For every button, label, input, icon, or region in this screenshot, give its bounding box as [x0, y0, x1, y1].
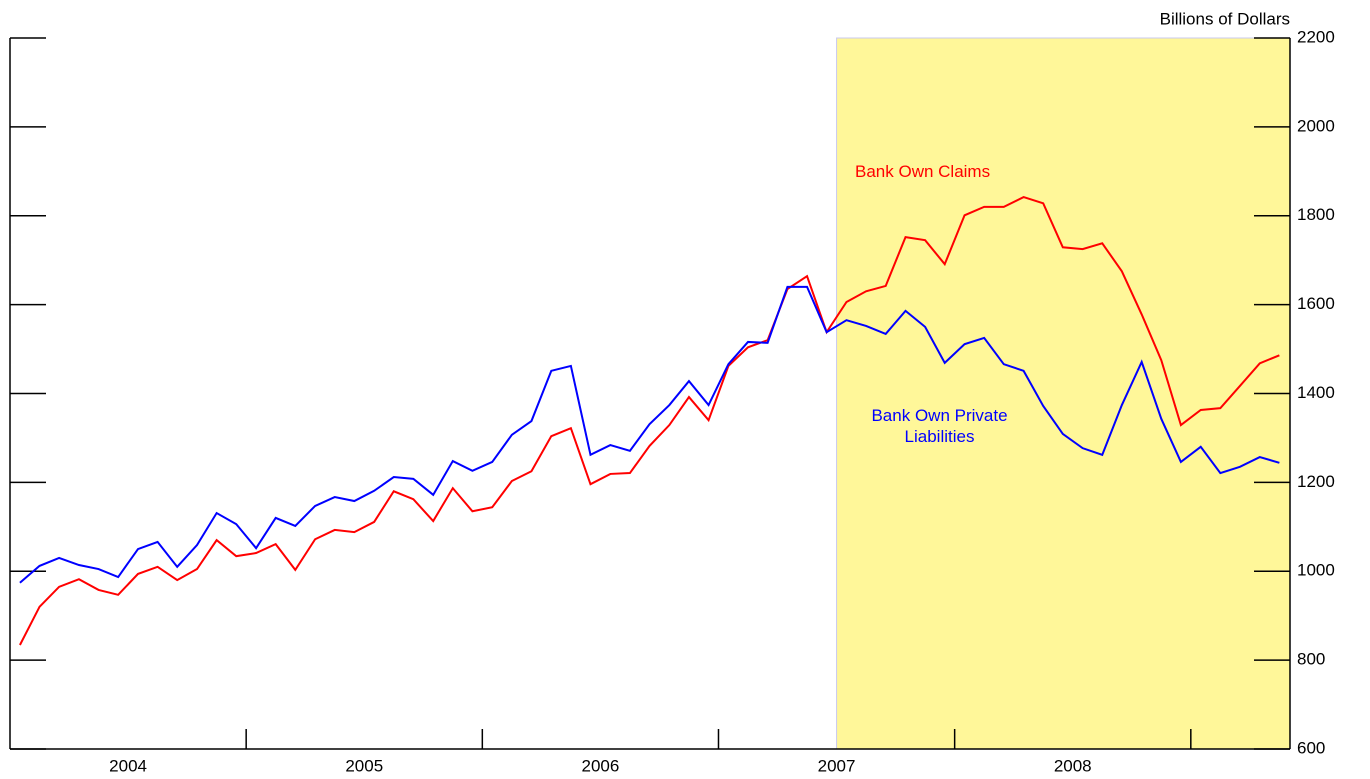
y-tick-label: 1800	[1297, 205, 1335, 224]
x-tick-label: 2008	[1054, 756, 1092, 775]
y-tick-label: 1600	[1297, 294, 1335, 313]
y-tick-label: 800	[1297, 650, 1325, 669]
series-label: Bank Own Claims	[855, 162, 991, 181]
x-tick-label: 2004	[109, 756, 147, 775]
y-tick-label: 2200	[1297, 27, 1335, 46]
x-tick-label: 2005	[345, 756, 383, 775]
y-axis-label: Billions of Dollars	[1160, 9, 1290, 28]
y-tick-label: 1200	[1297, 472, 1335, 491]
recession-shade	[836, 37, 1291, 750]
y-tick-label: 2000	[1297, 116, 1335, 135]
series-label: Bank Own Private Liabilities	[871, 406, 1008, 446]
y-tick-label: 1400	[1297, 383, 1335, 402]
x-tick-label: 2006	[581, 756, 619, 775]
series-line	[19, 285, 1280, 584]
x-tick-label: 2007	[818, 756, 856, 775]
y-tick-label: 600	[1297, 738, 1325, 757]
series-line	[19, 196, 1280, 646]
y-tick-label: 1000	[1297, 561, 1335, 580]
